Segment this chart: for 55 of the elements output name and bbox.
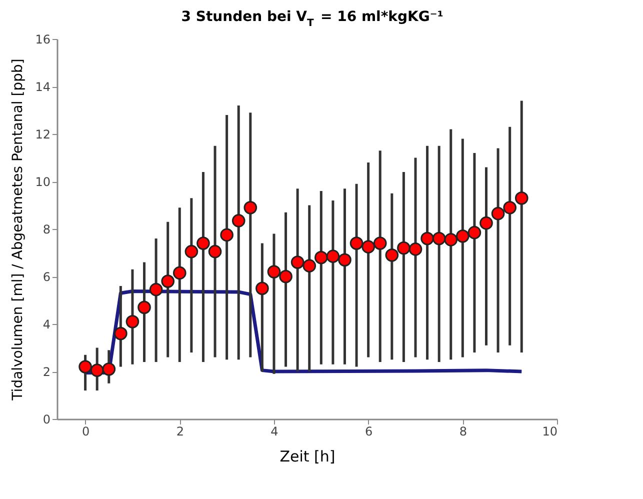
- y-axis-title: Tidalvolumen [ml] / Abgeatmetes Pentanal [ppb]: [10, 58, 26, 402]
- point: [161, 274, 175, 288]
- point: [362, 240, 375, 254]
- y-tick-label: 12: [35, 128, 50, 142]
- x-tick-label: 8: [459, 424, 467, 438]
- x-tick-label: 4: [270, 424, 278, 438]
- point: [244, 200, 258, 214]
- point: [90, 364, 104, 377]
- point: [138, 300, 151, 314]
- point: [503, 200, 516, 214]
- point: [208, 244, 222, 258]
- point: [338, 253, 352, 267]
- x-tick-label: 10: [542, 424, 558, 438]
- point: [172, 266, 186, 280]
- point: [514, 191, 528, 205]
- x-axis-title: Zeit [h]: [280, 448, 336, 466]
- point: [78, 360, 92, 374]
- point: [397, 241, 410, 255]
- point: [302, 259, 316, 272]
- point: [444, 233, 458, 246]
- point: [196, 236, 210, 250]
- x-tick-label: 0: [82, 424, 90, 438]
- point: [184, 244, 198, 258]
- point: [102, 362, 116, 376]
- x-tick-label: 2: [176, 424, 184, 438]
- y-tick-label: 14: [35, 80, 50, 94]
- point: [279, 270, 292, 284]
- point: [350, 236, 364, 250]
- point: [220, 228, 234, 242]
- y-tick-label: 10: [35, 175, 50, 189]
- point: [267, 265, 281, 278]
- point: [385, 248, 399, 262]
- point: [256, 282, 269, 296]
- y-tick-label: 4: [42, 318, 50, 332]
- point: [373, 236, 387, 250]
- point: [480, 216, 493, 230]
- y-tick-label: 6: [42, 270, 50, 284]
- point: [114, 326, 128, 340]
- y-tick-label: 16: [35, 32, 50, 46]
- point: [420, 232, 434, 246]
- y-tick-label: 8: [42, 222, 50, 236]
- point: [290, 256, 304, 269]
- point: [232, 214, 246, 228]
- y-tick-label: 0: [42, 412, 50, 426]
- point: [491, 206, 505, 220]
- x-tick-label: 6: [365, 424, 373, 438]
- point: [408, 242, 422, 256]
- point: [432, 232, 446, 246]
- point: [149, 282, 163, 296]
- point: [468, 226, 482, 240]
- point: [456, 229, 470, 243]
- point: [314, 250, 328, 264]
- point: [326, 250, 340, 263]
- point: [126, 314, 140, 328]
- y-tick-label: 2: [42, 365, 50, 379]
